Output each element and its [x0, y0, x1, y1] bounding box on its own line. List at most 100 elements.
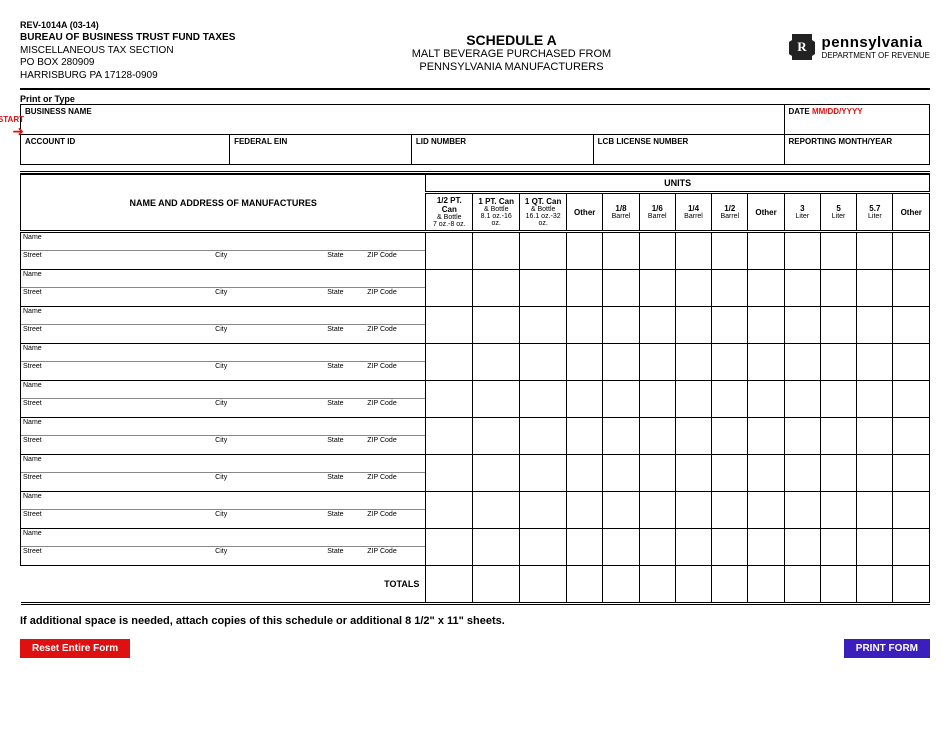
unit-cell[interactable] [675, 270, 711, 307]
unit-cell[interactable] [784, 381, 820, 418]
unit-cell[interactable] [603, 418, 639, 455]
unit-cell[interactable] [893, 270, 930, 307]
unit-cell[interactable] [426, 307, 473, 344]
unit-cell[interactable] [748, 418, 784, 455]
unit-cell[interactable] [567, 418, 603, 455]
unit-cell[interactable] [567, 455, 603, 492]
field-reporting[interactable]: REPORTING MONTH/YEAR [784, 135, 929, 165]
unit-cell[interactable] [712, 232, 748, 270]
unit-cell[interactable] [473, 344, 520, 381]
unit-cell[interactable] [748, 344, 784, 381]
unit-cell[interactable] [784, 307, 820, 344]
unit-cell[interactable] [712, 344, 748, 381]
unit-cell[interactable] [712, 418, 748, 455]
unit-cell[interactable] [712, 381, 748, 418]
unit-cell[interactable] [639, 307, 675, 344]
field-federal-ein[interactable]: FEDERAL EIN [230, 135, 412, 165]
unit-cell[interactable] [567, 381, 603, 418]
totals-cell[interactable] [567, 566, 603, 604]
unit-cell[interactable] [603, 492, 639, 529]
unit-cell[interactable] [639, 344, 675, 381]
unit-cell[interactable] [748, 455, 784, 492]
unit-cell[interactable] [712, 529, 748, 566]
mfg-cell[interactable]: NameStreetCityStateZIP Code [21, 492, 426, 529]
unit-cell[interactable] [520, 307, 567, 344]
reset-button[interactable]: Reset Entire Form [20, 639, 130, 658]
totals-cell[interactable] [426, 566, 473, 604]
totals-cell[interactable] [675, 566, 711, 604]
unit-cell[interactable] [857, 307, 893, 344]
unit-cell[interactable] [820, 232, 856, 270]
unit-cell[interactable] [603, 307, 639, 344]
unit-cell[interactable] [857, 492, 893, 529]
unit-cell[interactable] [426, 455, 473, 492]
unit-cell[interactable] [520, 381, 567, 418]
unit-cell[interactable] [893, 344, 930, 381]
unit-cell[interactable] [893, 307, 930, 344]
unit-cell[interactable] [639, 492, 675, 529]
totals-cell[interactable] [784, 566, 820, 604]
unit-cell[interactable] [820, 270, 856, 307]
unit-cell[interactable] [603, 529, 639, 566]
mfg-cell[interactable]: NameStreetCityStateZIP Code [21, 455, 426, 492]
unit-cell[interactable] [857, 455, 893, 492]
unit-cell[interactable] [857, 418, 893, 455]
unit-cell[interactable] [426, 529, 473, 566]
unit-cell[interactable] [426, 418, 473, 455]
totals-cell[interactable] [520, 566, 567, 604]
unit-cell[interactable] [820, 307, 856, 344]
unit-cell[interactable] [639, 455, 675, 492]
unit-cell[interactable] [567, 529, 603, 566]
unit-cell[interactable] [426, 232, 473, 270]
totals-cell[interactable] [748, 566, 784, 604]
unit-cell[interactable] [473, 307, 520, 344]
unit-cell[interactable] [473, 381, 520, 418]
unit-cell[interactable] [893, 492, 930, 529]
unit-cell[interactable] [567, 232, 603, 270]
unit-cell[interactable] [857, 270, 893, 307]
unit-cell[interactable] [784, 492, 820, 529]
unit-cell[interactable] [712, 307, 748, 344]
unit-cell[interactable] [473, 492, 520, 529]
unit-cell[interactable] [893, 455, 930, 492]
unit-cell[interactable] [473, 232, 520, 270]
unit-cell[interactable] [857, 529, 893, 566]
field-lid-number[interactable]: LID NUMBER [411, 135, 593, 165]
field-date[interactable]: DATE MM/DD/YYYY [784, 105, 929, 135]
unit-cell[interactable] [426, 344, 473, 381]
unit-cell[interactable] [603, 455, 639, 492]
unit-cell[interactable] [784, 455, 820, 492]
field-account-id[interactable]: ACCOUNT ID [21, 135, 230, 165]
unit-cell[interactable] [426, 381, 473, 418]
unit-cell[interactable] [820, 455, 856, 492]
unit-cell[interactable] [784, 270, 820, 307]
field-business-name[interactable]: BUSINESS NAME [21, 105, 785, 135]
unit-cell[interactable] [639, 529, 675, 566]
unit-cell[interactable] [603, 270, 639, 307]
unit-cell[interactable] [520, 270, 567, 307]
unit-cell[interactable] [675, 232, 711, 270]
unit-cell[interactable] [820, 492, 856, 529]
unit-cell[interactable] [712, 270, 748, 307]
totals-cell[interactable] [893, 566, 930, 604]
unit-cell[interactable] [426, 492, 473, 529]
unit-cell[interactable] [520, 344, 567, 381]
unit-cell[interactable] [857, 232, 893, 270]
unit-cell[interactable] [748, 270, 784, 307]
mfg-cell[interactable]: NameStreetCityStateZIP Code [21, 381, 426, 418]
unit-cell[interactable] [712, 492, 748, 529]
unit-cell[interactable] [748, 381, 784, 418]
unit-cell[interactable] [857, 381, 893, 418]
unit-cell[interactable] [784, 232, 820, 270]
totals-cell[interactable] [857, 566, 893, 604]
unit-cell[interactable] [567, 344, 603, 381]
unit-cell[interactable] [639, 270, 675, 307]
unit-cell[interactable] [567, 307, 603, 344]
unit-cell[interactable] [603, 381, 639, 418]
mfg-cell[interactable]: NameStreetCityStateZIP Code [21, 418, 426, 455]
mfg-cell[interactable]: NameStreetCityStateZIP Code [21, 307, 426, 344]
unit-cell[interactable] [473, 529, 520, 566]
unit-cell[interactable] [748, 307, 784, 344]
unit-cell[interactable] [520, 232, 567, 270]
unit-cell[interactable] [675, 492, 711, 529]
